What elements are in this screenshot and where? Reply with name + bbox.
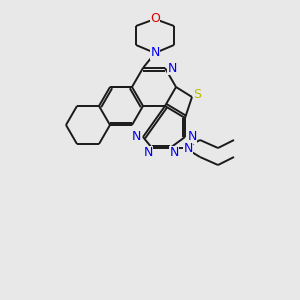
Text: O: O bbox=[150, 13, 160, 26]
Text: N: N bbox=[150, 46, 160, 59]
Text: N: N bbox=[187, 130, 197, 143]
Text: S: S bbox=[193, 88, 201, 101]
Text: N: N bbox=[143, 146, 153, 158]
Text: N: N bbox=[167, 61, 177, 74]
Text: N: N bbox=[183, 142, 193, 154]
Text: N: N bbox=[169, 146, 179, 158]
Text: N: N bbox=[131, 130, 141, 143]
